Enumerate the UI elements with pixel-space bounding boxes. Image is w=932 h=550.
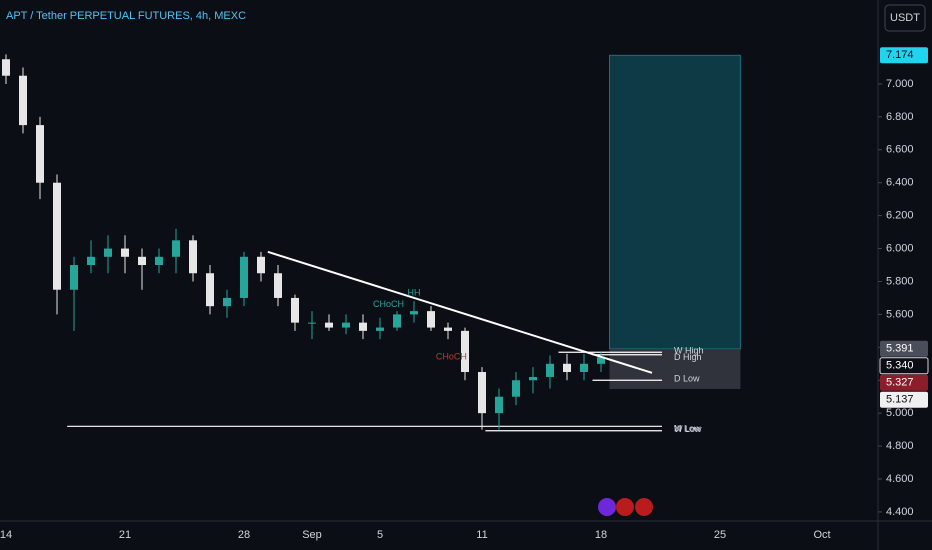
stop-zone [609,348,741,389]
price-label-box [880,340,928,357]
candle-body [70,265,78,290]
candle-body [104,248,112,257]
event-icons [598,498,653,516]
level-label: W High [674,346,704,356]
x-tick-label: 14 [0,529,12,541]
y-tick-label: 4.400 [886,506,914,518]
x-tick-label: 25 [714,529,726,541]
y-tick-label: 5.000 [886,407,914,419]
candle-body [512,380,520,397]
candle-body [546,363,554,377]
candle-body [461,330,469,373]
x-tick-label: Sep [302,529,322,541]
annotation: CHoCH [373,299,404,309]
candle-body [291,297,299,323]
y-tick-label: 7.000 [886,78,914,90]
x-tick-label: 28 [238,529,250,541]
price-label: 7.174 [886,49,914,61]
y-tick-label: 6.600 [886,144,914,156]
x-tick-label: 5 [377,529,383,541]
candle-body [444,327,452,331]
price-label-box [880,47,928,64]
candle-body [155,256,163,266]
candle-body [308,322,316,324]
currency-button[interactable] [884,4,926,32]
candle-body [393,314,401,328]
candle-body [19,75,27,126]
x-tick-label: 18 [595,529,607,541]
candle-body [495,396,503,414]
candle-body [2,59,10,76]
candle-body [359,322,367,331]
y-tick-label: 6.400 [886,177,914,189]
price-label-box [879,357,929,375]
chart-title: APT / Tether PERPETUAL FUTURES, 4h, MEXC [6,10,246,22]
candle-body [529,376,537,381]
candle-body [189,240,197,274]
price-label: 5.391 [886,343,914,355]
candle-body [223,297,231,307]
currency-label[interactable]: USDT [890,12,920,24]
price-label: 5.137 [886,394,914,406]
candle-body [274,273,282,298]
candle-body [342,322,350,328]
y-tick-label: 4.600 [886,473,914,485]
candle-body [580,363,588,373]
y-tick-label: 5.600 [886,308,914,320]
trendline [267,250,653,374]
candle-body [257,256,265,274]
candle-body [87,256,95,266]
y-tick-label: 6.200 [886,210,914,222]
level-label: D High [674,352,702,362]
annotation: HH [408,287,421,297]
x-tick-label: Oct [813,529,830,541]
candle-body [376,327,384,331]
x-tick-label: 21 [119,529,131,541]
candle-body [121,248,129,257]
candle-body [53,182,61,290]
y-tick-label: 4.800 [886,440,914,452]
candle-body [325,322,333,328]
candle-body [427,311,435,328]
x-tick-label: 11 [476,529,487,541]
price-label: 5.327 [886,377,914,389]
candle-body [597,357,605,364]
target-zone [609,54,741,350]
price-label-box [880,374,928,391]
price-label-box [880,391,928,408]
candle-body [206,273,214,307]
level-label: D Low [674,374,700,384]
y-tick-label: 6.800 [886,111,914,123]
candle-body [138,256,146,266]
level-label: W Low [674,424,702,434]
price-label: 5.340 [886,360,914,372]
annotation: CHoCH [436,352,467,362]
candle-body [563,363,571,373]
y-tick-label: 6.000 [886,242,914,254]
candle-body [36,125,44,183]
candle-body [240,256,248,298]
candle-body [478,372,486,414]
y-tick-label: 5.800 [886,275,914,287]
candle-body [172,240,180,257]
candle-body [410,311,418,315]
level-label: M Low [674,424,701,434]
